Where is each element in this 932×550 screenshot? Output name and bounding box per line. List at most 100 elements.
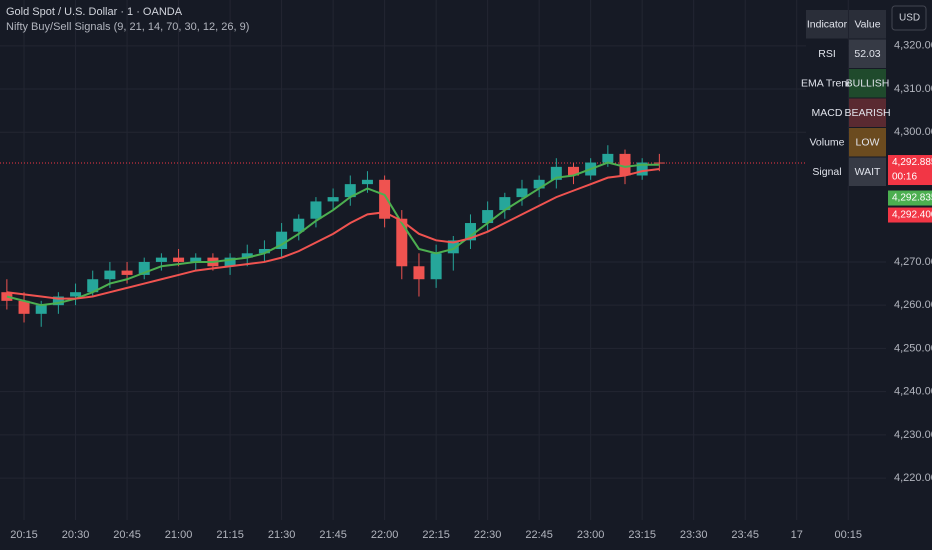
indicator-value: LOW xyxy=(856,137,880,149)
y-tick-label: 4,260.000 xyxy=(894,299,932,311)
candle-body xyxy=(379,179,391,219)
y-tick-label: 4,220.000 xyxy=(894,472,932,484)
candle-body xyxy=(224,257,236,267)
x-tick-label: 20:45 xyxy=(113,529,141,541)
value-cell xyxy=(849,157,886,186)
candle-body xyxy=(310,201,322,219)
candle-body xyxy=(173,257,185,262)
table-cell xyxy=(806,157,848,186)
x-tick-label: 21:15 xyxy=(216,529,244,541)
candle-body xyxy=(121,270,133,275)
candle-body xyxy=(533,179,545,189)
indicator-name: Signal xyxy=(812,166,841,178)
x-tick-label: 22:30 xyxy=(474,529,502,541)
table-cell xyxy=(806,128,848,157)
value-cell xyxy=(849,128,886,157)
value-cell xyxy=(849,69,886,98)
candle-body xyxy=(104,270,116,280)
currency-button-bg xyxy=(891,5,927,31)
candle-body xyxy=(190,257,202,262)
y-tick-label: 4,240.000 xyxy=(894,386,932,398)
candle-body xyxy=(155,257,167,262)
countdown: 00:16 xyxy=(892,172,917,183)
symbol-title: Gold Spot / U.S. Dollar · 1 · OANDA xyxy=(6,6,183,18)
candle-body xyxy=(396,218,408,267)
y-tick-label: 4,230.000 xyxy=(894,429,932,441)
candle-body xyxy=(464,223,476,241)
x-tick-label: 20:15 xyxy=(10,529,38,541)
price-axis-bg xyxy=(886,0,932,550)
x-tick-label: 21:00 xyxy=(165,529,193,541)
price-label: 4,292.835 xyxy=(892,193,932,204)
indicator-title: Nifty Buy/Sell Signals (9, 21, 14, 70, 3… xyxy=(6,21,250,33)
candle-body xyxy=(70,292,82,297)
candle-body xyxy=(241,253,253,258)
table-cell xyxy=(806,98,848,127)
y-tick-label: 4,320.000 xyxy=(894,40,932,52)
table-header: Indicator xyxy=(807,19,848,31)
candle-body xyxy=(516,188,528,198)
price-label-bg xyxy=(888,190,932,206)
y-tick-label: 4,310.000 xyxy=(894,83,932,95)
candle-body xyxy=(482,210,494,224)
candle-body xyxy=(35,305,47,314)
value-cell xyxy=(849,39,886,68)
indicator-value: BULLISH xyxy=(846,78,890,90)
candle-body xyxy=(636,162,648,176)
candle-body xyxy=(447,240,459,254)
candle-body xyxy=(653,162,665,164)
x-tick-label: 21:45 xyxy=(319,529,347,541)
y-tick-label: 4,300.000 xyxy=(894,126,932,138)
x-tick-label: 20:30 xyxy=(62,529,90,541)
candle-body xyxy=(567,166,579,176)
ema-line xyxy=(6,161,660,307)
indicator-value: WAIT xyxy=(855,166,881,178)
indicator-name: MACD xyxy=(812,107,843,119)
y-tick-label: 4,270.000 xyxy=(894,256,932,268)
candle-body xyxy=(499,197,511,211)
candle-body xyxy=(550,166,562,180)
x-tick-label: 23:45 xyxy=(731,529,759,541)
candle-body xyxy=(18,300,30,314)
indicator-name: EMA Trend xyxy=(801,78,853,90)
value-cell xyxy=(849,98,886,127)
x-tick-label: 21:30 xyxy=(268,529,296,541)
ema-line xyxy=(6,168,660,300)
candle-body xyxy=(344,184,356,198)
indicator-name: Volume xyxy=(809,137,844,149)
table-cell xyxy=(806,69,848,98)
candle-body xyxy=(258,248,270,254)
table-header-cell xyxy=(849,10,886,39)
x-tick-label: 23:15 xyxy=(628,529,656,541)
price-label: 4,292.885 xyxy=(892,157,932,168)
table-header-cell xyxy=(806,10,848,39)
candle-body xyxy=(430,253,442,280)
candle-body xyxy=(293,218,305,232)
x-tick-label: 00:15 xyxy=(834,529,862,541)
price-label: 4,292.400 xyxy=(892,210,932,221)
grid xyxy=(0,0,886,520)
table-cell xyxy=(806,39,848,68)
price-label-bg xyxy=(888,155,932,186)
currency-button[interactable]: USD xyxy=(899,13,920,24)
indicator-value: 52.03 xyxy=(854,48,880,60)
candle-body xyxy=(87,279,99,293)
price-label-bg xyxy=(888,207,932,223)
candle-body xyxy=(619,153,631,176)
y-tick-label: 4,250.000 xyxy=(894,342,932,354)
candle-body xyxy=(327,197,339,202)
candle-body xyxy=(361,179,373,185)
candle-body xyxy=(52,296,64,306)
table-header: Value xyxy=(854,19,880,31)
x-tick-label: 22:00 xyxy=(371,529,399,541)
candle-body xyxy=(1,292,13,301)
x-tick-label: 23:30 xyxy=(680,529,708,541)
indicator-value: BEARISH xyxy=(844,107,890,119)
candle-body xyxy=(602,153,614,163)
candle-body xyxy=(413,266,425,280)
indicator-name: RSI xyxy=(818,48,836,60)
candle-body xyxy=(138,261,150,275)
x-tick-label: 17 xyxy=(791,529,803,541)
